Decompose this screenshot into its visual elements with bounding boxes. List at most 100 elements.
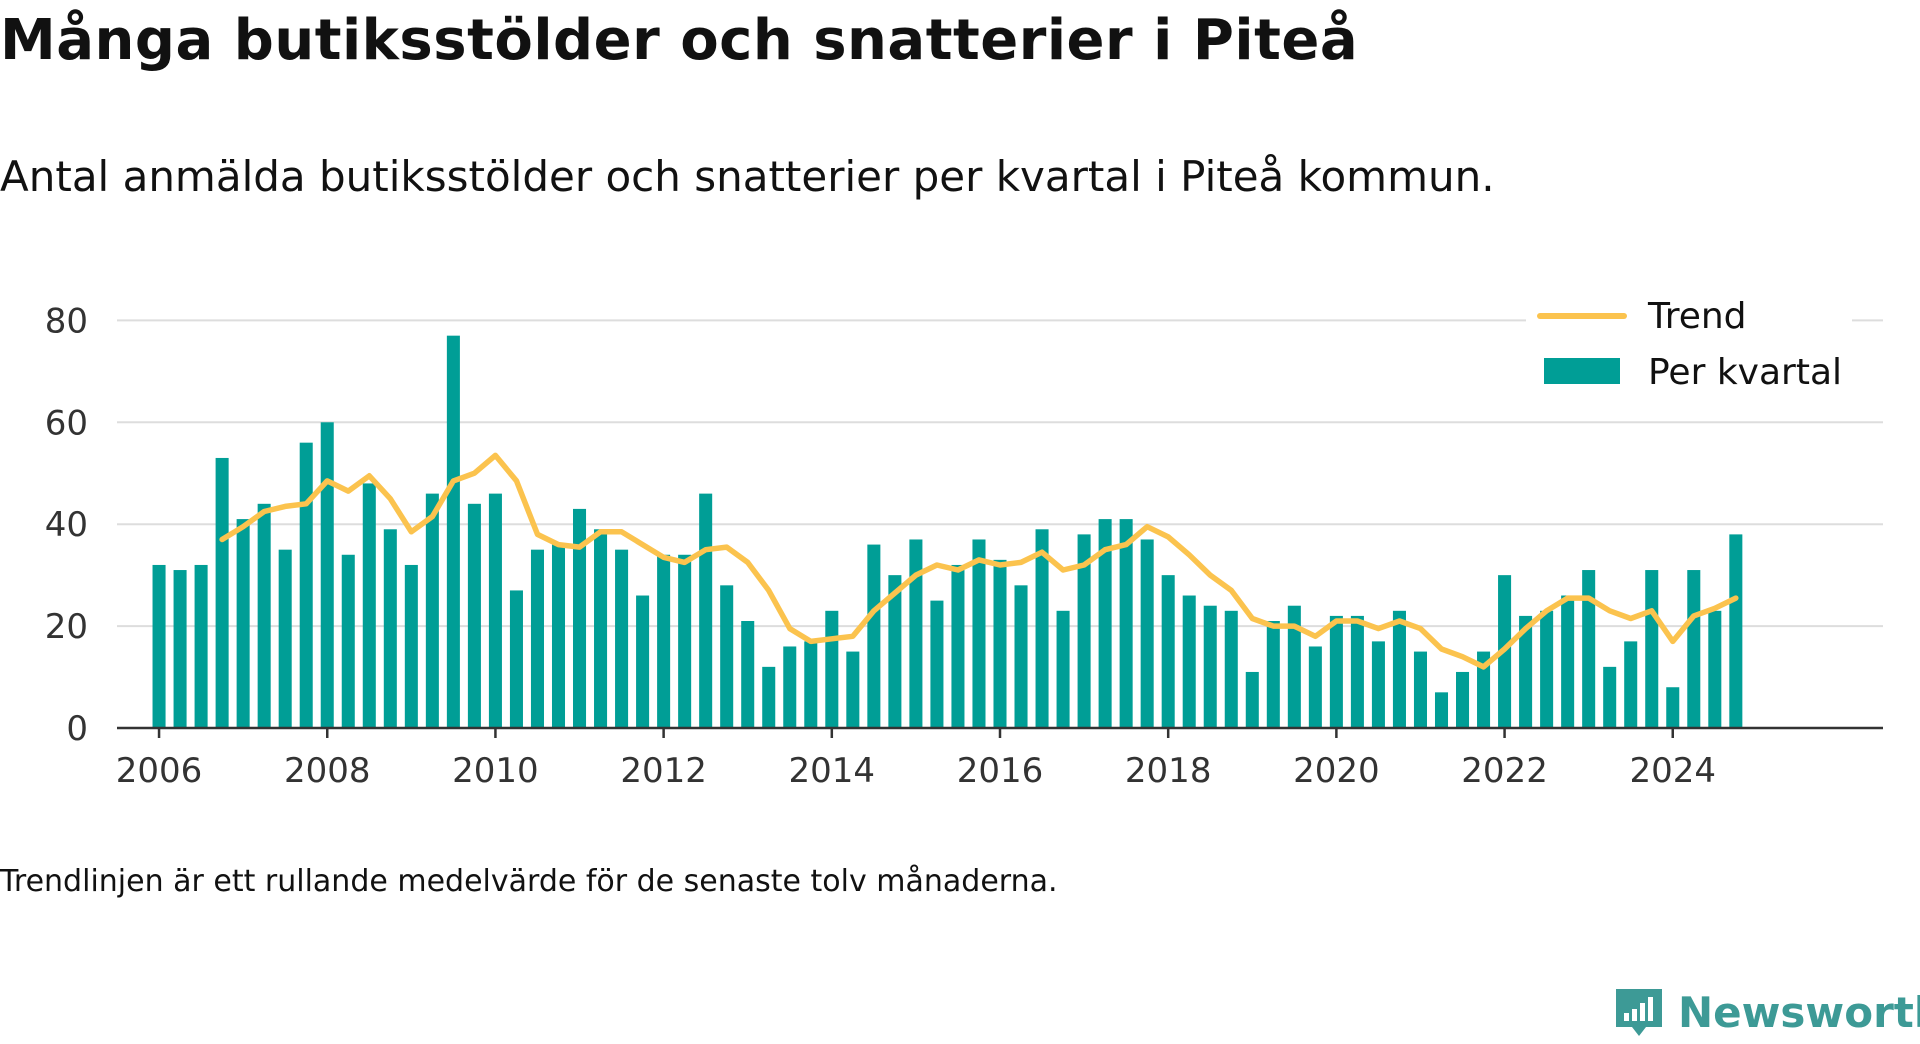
y-tick-label: 60	[45, 403, 88, 443]
bar	[1519, 615, 1533, 728]
bar	[846, 651, 860, 728]
bar	[1456, 671, 1470, 728]
bar	[1035, 529, 1049, 728]
bar	[467, 503, 481, 728]
bar	[1245, 671, 1259, 728]
bar	[341, 554, 355, 728]
bar	[636, 595, 650, 728]
bar	[1645, 570, 1659, 728]
bar	[804, 641, 818, 728]
bar	[1708, 610, 1722, 728]
bar-series	[152, 335, 1743, 728]
bar	[257, 503, 271, 728]
bar	[278, 549, 292, 728]
bar	[530, 549, 544, 728]
bar	[404, 564, 418, 728]
brand-name: Newsworthy	[1678, 987, 1920, 1037]
bar	[1624, 641, 1638, 728]
bar	[236, 519, 250, 728]
x-tick-label: 2008	[284, 751, 371, 791]
legend-bars-swatch	[1544, 358, 1620, 384]
bar	[446, 335, 460, 728]
bar	[320, 422, 334, 728]
bar	[909, 539, 923, 728]
bar	[1182, 595, 1196, 728]
axes: 0 20 40 60 80 2006 2008 2010 2012 2014 2016 2018 202…	[45, 301, 1883, 791]
bar	[1077, 534, 1091, 728]
bar	[1434, 692, 1449, 728]
bar	[1687, 570, 1701, 728]
bar	[1098, 519, 1112, 728]
bar	[299, 442, 313, 728]
trend-line	[219, 452, 1739, 670]
bar	[888, 575, 902, 728]
bar	[1308, 646, 1322, 728]
x-tick-label: 2016	[957, 751, 1044, 791]
bar	[825, 610, 839, 728]
x-tick-label: 2020	[1293, 751, 1380, 791]
bar	[1582, 570, 1596, 728]
newsworthy-logo-icon	[1616, 989, 1662, 1036]
y-tick-label: 0	[66, 709, 88, 749]
bar	[678, 554, 692, 728]
chart-subtitle: Antal anmälda butiksstölder och snatteri…	[0, 152, 1495, 201]
y-tick-label: 80	[45, 301, 88, 341]
bar	[1392, 610, 1406, 728]
bar	[1140, 539, 1154, 728]
bar	[1287, 605, 1301, 728]
bar	[194, 564, 208, 728]
x-tick-label: 2006	[116, 751, 203, 791]
bar	[1329, 615, 1343, 728]
bar	[615, 549, 629, 728]
bar	[1371, 641, 1385, 728]
bar	[1119, 519, 1133, 728]
bar	[657, 554, 671, 728]
bar	[1224, 610, 1238, 728]
bar	[551, 544, 566, 728]
bar	[699, 493, 713, 728]
bar	[867, 544, 881, 728]
bar	[720, 585, 734, 728]
bar	[1413, 651, 1427, 728]
bar	[1161, 575, 1175, 728]
bar	[1603, 666, 1617, 728]
legend-trend-label: Trend	[1647, 296, 1747, 337]
bar	[425, 493, 439, 728]
bar	[930, 600, 944, 728]
bar	[173, 570, 187, 728]
bar	[383, 529, 397, 728]
x-tick-label: 2012	[620, 751, 707, 791]
y-tick-label: 40	[45, 505, 88, 545]
bar	[1540, 610, 1554, 728]
bar	[215, 457, 229, 728]
chart-title: Många butiksstölder och snatterier i Pit…	[0, 8, 1359, 73]
legend: Trend Per kvartal	[1526, 292, 1852, 408]
x-tick-label: 2014	[789, 751, 876, 791]
x-tick-label: 2010	[452, 751, 539, 791]
bar	[1266, 621, 1280, 728]
bar	[741, 621, 755, 728]
brand-logo: Newsworthy	[1612, 980, 1920, 1044]
bar	[783, 646, 797, 728]
bar	[1729, 534, 1743, 728]
bar	[1014, 585, 1028, 728]
bar	[573, 508, 587, 728]
bar	[993, 559, 1007, 728]
x-tick-label: 2018	[1125, 751, 1212, 791]
legend-box	[1526, 292, 1852, 408]
chart-canvas: 0 20 40 60 80 2006 2008 2010 2012 2014 2016 2018 202…	[44, 292, 1883, 791]
bar	[1666, 687, 1680, 728]
bar	[594, 529, 608, 728]
bar	[1203, 605, 1217, 728]
legend-bars-label: Per kvartal	[1648, 352, 1842, 393]
bar	[509, 590, 523, 728]
bar	[152, 564, 166, 728]
x-tick-label: 2024	[1629, 751, 1716, 791]
bar	[1350, 615, 1364, 728]
bar	[1477, 651, 1491, 728]
trend-series	[219, 452, 1739, 670]
y-tick-label: 20	[45, 607, 88, 647]
bar	[762, 666, 776, 728]
bar	[951, 564, 965, 728]
footnote: Trendlinjen är ett rullande medelvärde f…	[0, 864, 1058, 899]
